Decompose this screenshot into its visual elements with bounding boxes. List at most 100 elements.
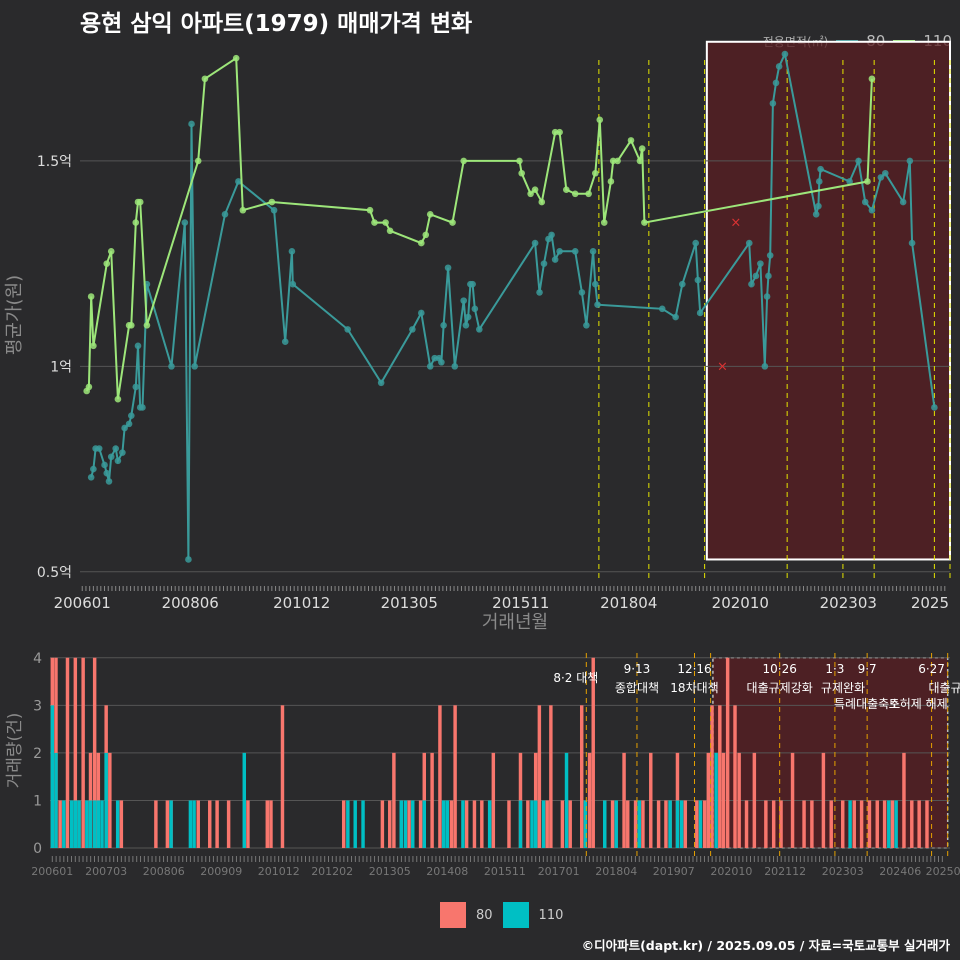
legend-bar-swatch-110 — [502, 902, 529, 928]
data-point-80 — [451, 363, 459, 370]
bar-80 — [472, 800, 477, 848]
data-point-80 — [188, 120, 195, 128]
bar-110 — [62, 800, 66, 848]
data-point-80 — [168, 363, 175, 370]
bar-80 — [771, 800, 776, 848]
bar-80 — [526, 800, 530, 848]
bar-110 — [73, 800, 78, 848]
bar-80 — [737, 752, 741, 848]
bar-80 — [507, 800, 511, 848]
data-point-80 — [114, 457, 122, 465]
bar-80 — [491, 752, 496, 848]
data-point-80 — [931, 404, 938, 411]
bar-80 — [380, 800, 385, 848]
data-point-80 — [583, 321, 590, 329]
data-point-110 — [518, 169, 525, 177]
legend-bar-label-110: 110 — [538, 907, 564, 923]
bar-80 — [890, 800, 895, 848]
data-point-110 — [136, 198, 144, 206]
data-point-110 — [107, 248, 115, 255]
data-point-110 — [641, 219, 648, 226]
policy-label: 8·2 대책 — [553, 670, 598, 685]
data-point-110 — [460, 157, 467, 165]
data-point-110 — [103, 260, 111, 267]
data-point-110 — [636, 157, 644, 165]
bar-80 — [226, 800, 231, 848]
bar-80 — [902, 752, 906, 848]
data-point-110 — [426, 211, 434, 218]
data-point-80 — [121, 424, 128, 432]
data-point-80 — [571, 248, 579, 255]
bar-80 — [683, 800, 688, 848]
data-point-110 — [143, 321, 151, 329]
bar-110 — [77, 800, 81, 848]
bar-110 — [422, 800, 426, 848]
bar-110 — [242, 752, 246, 848]
data-point-110 — [386, 227, 394, 235]
data-point-80 — [658, 305, 666, 313]
data-point-80 — [462, 321, 470, 329]
data-point-80 — [105, 478, 113, 485]
data-point-80 — [761, 363, 769, 370]
bar-80 — [925, 800, 929, 848]
data-point-110 — [531, 186, 539, 193]
bar-80 — [65, 657, 70, 848]
data-point-110 — [239, 206, 247, 214]
chart-title: 용현 삼익 아파트(1979) 매매가격 변화 — [80, 11, 473, 37]
bar-legend: 80 110 — [440, 902, 563, 928]
data-point-110 — [382, 219, 389, 226]
bar-80 — [81, 657, 85, 848]
bar-110 — [411, 800, 415, 848]
bar-80 — [537, 705, 542, 848]
bar-80 — [718, 705, 722, 848]
bar-80 — [341, 800, 346, 848]
bar-110 — [487, 800, 492, 848]
data-point-80 — [185, 556, 192, 563]
data-point-80 — [418, 309, 425, 317]
data-point-80 — [812, 211, 820, 218]
data-point-110 — [232, 54, 240, 62]
bar-80 — [438, 705, 442, 848]
data-point-80 — [855, 157, 862, 165]
bar-80 — [733, 705, 737, 848]
data-point-110 — [422, 231, 430, 239]
legend-bar-swatch-80 — [440, 902, 466, 928]
bar-80 — [545, 800, 549, 848]
data-point-110 — [90, 342, 97, 350]
bar-80 — [280, 705, 285, 848]
data-point-80 — [134, 342, 142, 350]
bar-110 — [104, 752, 108, 848]
data-point-80 — [235, 178, 242, 185]
data-point-80 — [288, 248, 296, 255]
bar-80 — [58, 800, 62, 848]
bar-80 — [92, 657, 97, 848]
bar-80 — [721, 752, 726, 848]
data-point-80 — [846, 178, 853, 185]
bar-110 — [541, 800, 546, 848]
bar-80 — [852, 800, 856, 848]
bar-110 — [445, 800, 450, 848]
data-point-110 — [556, 128, 563, 136]
data-point-110 — [571, 190, 579, 198]
data-point-80 — [540, 260, 548, 267]
data-point-80 — [181, 219, 189, 226]
data-point-110 — [418, 239, 425, 247]
data-point-110 — [585, 190, 592, 198]
data-point-110 — [627, 137, 635, 144]
data-point-80 — [344, 326, 351, 333]
data-point-80 — [899, 198, 907, 206]
data-point-80 — [191, 363, 198, 370]
bar-80 — [626, 800, 630, 848]
data-point-110 — [596, 116, 604, 124]
data-point-110 — [85, 383, 93, 391]
bar-80 — [568, 800, 572, 848]
y-tick-label-bottom: 3 — [33, 698, 42, 714]
cancelled-mark: × — [717, 359, 728, 374]
data-point-80 — [107, 453, 115, 461]
bar-110 — [533, 800, 538, 848]
bar-110 — [96, 800, 101, 848]
data-point-80 — [119, 449, 126, 456]
bar-110 — [441, 800, 446, 848]
data-point-80 — [377, 379, 385, 387]
x-tick-label-top: 202010 — [712, 594, 769, 612]
